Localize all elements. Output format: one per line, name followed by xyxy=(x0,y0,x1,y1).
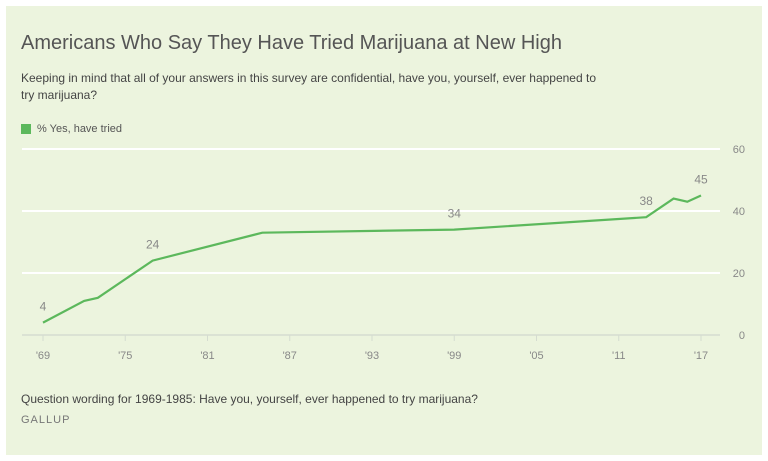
y-tick-label: 60 xyxy=(733,144,745,156)
x-tick-label: '87 xyxy=(283,350,297,362)
data-label: 38 xyxy=(639,194,653,208)
data-label: 45 xyxy=(694,173,708,187)
data-label: 4 xyxy=(40,300,47,314)
x-tick-label: '69 xyxy=(36,350,50,362)
data-label: 24 xyxy=(146,238,160,252)
y-tick-label: 40 xyxy=(733,206,745,218)
y-tick-label: 0 xyxy=(739,330,745,342)
x-tick-label: '05 xyxy=(529,350,543,362)
x-tick-label: '93 xyxy=(365,350,379,362)
y-tick-label: 20 xyxy=(733,268,745,280)
x-tick-label: '11 xyxy=(612,350,626,362)
x-tick-label: '75 xyxy=(118,350,132,362)
x-tick-label: '17 xyxy=(694,350,708,362)
series-line xyxy=(43,196,701,323)
data-label: 34 xyxy=(448,207,462,221)
x-tick-label: '99 xyxy=(447,350,461,362)
x-tick-label: '81 xyxy=(200,350,214,362)
